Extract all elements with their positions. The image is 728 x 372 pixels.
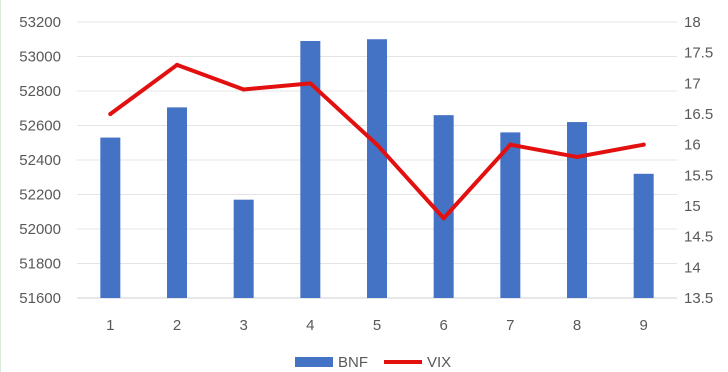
x-tick-label: 8 [573,317,581,334]
x-tick-label: 3 [239,317,247,334]
right-tick-label: 14.5 [684,229,713,246]
bnf-bar [500,132,520,298]
right-tick-label: 16 [684,137,701,154]
vix-point [442,216,446,220]
left-tick-label: 53200 [19,14,61,31]
x-tick-label: 1 [106,317,114,334]
right-tick-label: 17 [684,75,701,92]
vix-point [375,143,379,147]
vix-point [308,81,312,85]
vix-point [575,155,579,159]
legend-label-bnf: BNF [338,354,368,371]
left-tick-label: 52600 [19,118,61,135]
left-tick-label: 51800 [19,256,61,273]
bnf-bar [367,39,387,298]
left-axis-ticks: 51600 51800 52000 52200 52400 52600 52800 53000… [19,14,61,307]
right-tick-label: 18 [684,14,701,31]
x-tick-label: 2 [173,317,181,334]
right-tick-label: 15.5 [684,167,713,184]
left-tick-label: 53000 [19,49,61,66]
x-axis-ticks: 1 2 3 4 5 6 7 8 9 [106,317,648,334]
left-tick-label: 51600 [19,290,61,307]
left-tick-label: 52000 [19,221,61,238]
vix-point [242,87,246,91]
bnf-bar [634,174,654,298]
bnf-bar [434,115,454,298]
right-tick-label: 17.5 [684,45,713,62]
left-tick-label: 52800 [19,83,61,100]
x-tick-label: 4 [306,317,314,334]
vix-point [175,63,179,67]
legend: BNF VIX [295,354,451,371]
legend-label-vix: VIX [427,354,451,371]
vix-point [642,143,646,147]
bnf-bar [167,107,187,298]
bnf-bar [567,122,587,298]
right-tick-label: 13.5 [684,290,713,307]
right-axis-ticks: 13.5 14 14.5 15 15.5 16 16.5 17 17.5 18 [684,14,713,307]
bnf-bar [234,200,254,298]
bnf-bars [100,39,653,298]
right-tick-label: 16.5 [684,106,713,123]
left-tick-label: 52200 [19,187,61,204]
x-tick-label: 5 [373,317,381,334]
bnf-bar [100,138,120,298]
right-tick-label: 15 [684,198,701,215]
left-tick-label: 52400 [19,152,61,169]
x-tick-label: 7 [506,317,514,334]
x-tick-label: 9 [639,317,647,334]
legend-swatch-bnf [295,357,333,367]
x-tick-label: 6 [439,317,447,334]
right-tick-label: 14 [684,259,701,276]
vix-point [508,143,512,147]
bnf-bar [300,41,320,298]
vix-point [108,112,112,116]
